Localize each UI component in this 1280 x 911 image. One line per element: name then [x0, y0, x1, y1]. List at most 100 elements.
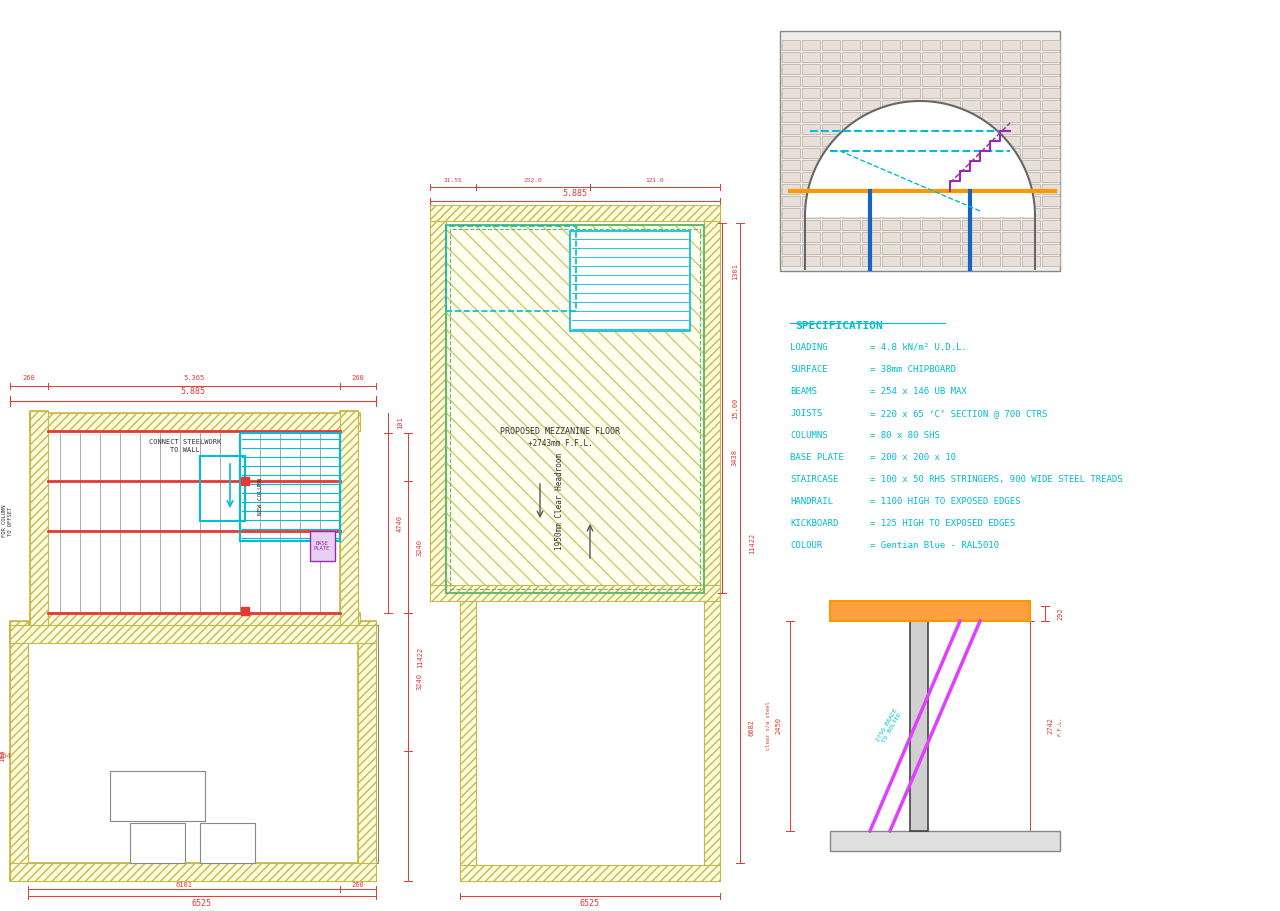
Bar: [782, 244, 800, 254]
Bar: [882, 256, 900, 266]
Text: FIT NEW BASE PLATE
FOR COLUMN
TO OFFSET: FIT NEW BASE PLATE FOR COLUMN TO OFFSET: [0, 492, 13, 550]
Bar: [882, 124, 900, 134]
Bar: [842, 208, 860, 218]
Bar: [1021, 40, 1039, 50]
Bar: [1002, 136, 1020, 146]
Bar: [842, 112, 860, 122]
Bar: [861, 208, 881, 218]
Bar: [460, 865, 719, 881]
Bar: [882, 232, 900, 242]
Bar: [445, 225, 704, 593]
Bar: [963, 124, 980, 134]
Bar: [842, 148, 860, 158]
Bar: [822, 112, 840, 122]
Bar: [861, 256, 881, 266]
Text: = 200 x 200 x 10: = 200 x 200 x 10: [870, 453, 956, 462]
Bar: [803, 112, 820, 122]
Bar: [1002, 64, 1020, 74]
Bar: [922, 112, 940, 122]
Text: 6101: 6101: [175, 882, 192, 888]
Bar: [1042, 208, 1060, 218]
Bar: [982, 40, 1000, 50]
Bar: [842, 244, 860, 254]
Bar: [29, 411, 49, 631]
Bar: [1002, 100, 1020, 110]
Bar: [982, 244, 1000, 254]
Bar: [782, 100, 800, 110]
Bar: [451, 229, 700, 589]
Bar: [842, 88, 860, 98]
Bar: [1021, 172, 1039, 182]
Bar: [29, 411, 49, 631]
Bar: [942, 184, 960, 194]
Text: HANDRAIL: HANDRAIL: [790, 497, 833, 506]
Bar: [29, 613, 360, 631]
Bar: [803, 64, 820, 74]
Bar: [241, 433, 340, 541]
Bar: [982, 112, 1000, 122]
Bar: [902, 112, 920, 122]
Bar: [829, 836, 1060, 851]
Bar: [963, 256, 980, 266]
Text: 101: 101: [397, 416, 403, 429]
Bar: [902, 172, 920, 182]
Bar: [1042, 256, 1060, 266]
Bar: [10, 863, 376, 881]
Bar: [861, 244, 881, 254]
Bar: [902, 52, 920, 62]
Bar: [963, 64, 980, 74]
Bar: [10, 625, 376, 643]
Text: BASE
PLATE: BASE PLATE: [314, 540, 330, 551]
Text: SURFACE: SURFACE: [790, 365, 828, 374]
Bar: [842, 100, 860, 110]
Bar: [922, 52, 940, 62]
Bar: [842, 160, 860, 170]
Bar: [803, 52, 820, 62]
Bar: [910, 611, 928, 831]
Text: 4740: 4740: [397, 515, 403, 531]
Bar: [1002, 208, 1020, 218]
Bar: [782, 112, 800, 122]
Bar: [842, 220, 860, 230]
Bar: [822, 244, 840, 254]
Bar: [922, 124, 940, 134]
Bar: [982, 232, 1000, 242]
Bar: [1042, 148, 1060, 158]
Bar: [963, 112, 980, 122]
Bar: [28, 625, 378, 863]
Bar: [982, 124, 1000, 134]
Bar: [822, 40, 840, 50]
Bar: [340, 411, 358, 631]
Text: = 38mm CHIPBOARD: = 38mm CHIPBOARD: [870, 365, 956, 374]
Bar: [842, 40, 860, 50]
Bar: [861, 172, 881, 182]
Bar: [942, 64, 960, 74]
Bar: [803, 196, 820, 206]
Bar: [1002, 172, 1020, 182]
Bar: [942, 124, 960, 134]
Text: = 254 x 146 UB MAX: = 254 x 146 UB MAX: [870, 387, 966, 396]
Bar: [1021, 196, 1039, 206]
Text: 260: 260: [352, 375, 365, 381]
Bar: [570, 231, 690, 331]
Bar: [982, 196, 1000, 206]
Bar: [1002, 160, 1020, 170]
Bar: [942, 208, 960, 218]
Bar: [963, 148, 980, 158]
Bar: [1002, 112, 1020, 122]
Bar: [1002, 88, 1020, 98]
Bar: [902, 136, 920, 146]
Bar: [829, 831, 1060, 851]
Bar: [1042, 160, 1060, 170]
Bar: [803, 40, 820, 50]
Bar: [842, 76, 860, 86]
Text: clear s/a steel: clear s/a steel: [765, 701, 771, 751]
Bar: [882, 184, 900, 194]
Bar: [782, 256, 800, 266]
Text: 5.365: 5.365: [183, 375, 205, 381]
Bar: [822, 232, 840, 242]
Bar: [131, 823, 186, 863]
Bar: [782, 196, 800, 206]
Bar: [902, 196, 920, 206]
Bar: [445, 225, 704, 593]
